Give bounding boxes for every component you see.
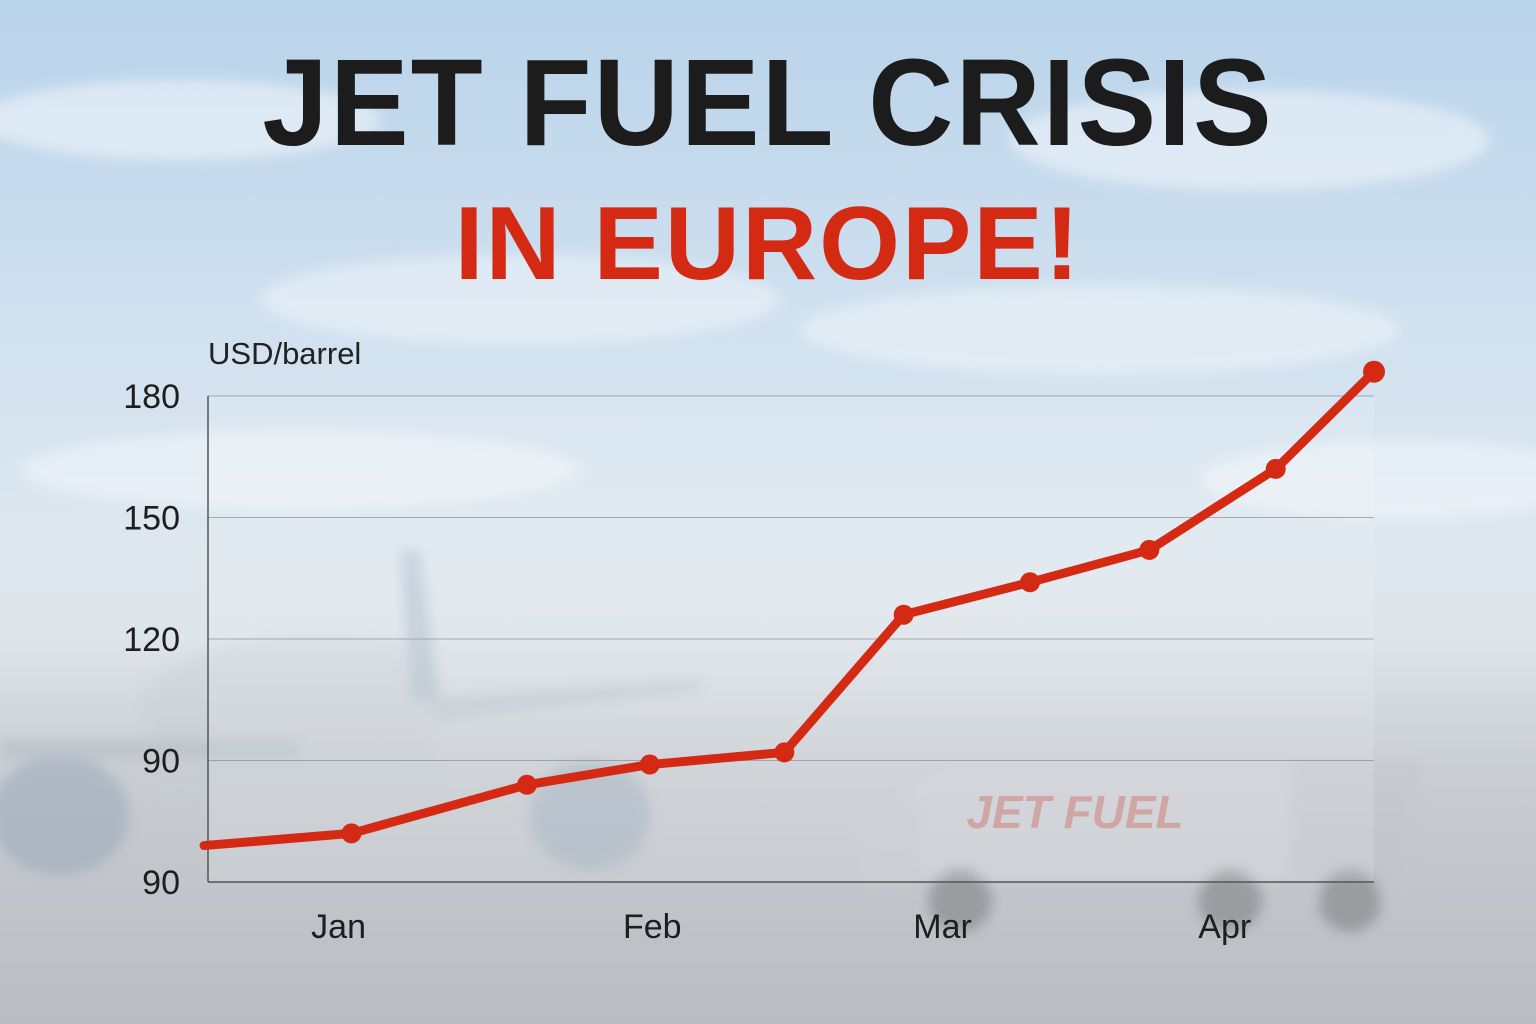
data-point [1020,572,1041,593]
airplane-image [0,550,700,875]
page-subtitle: IN EUROPE! [454,186,1082,302]
data-point [639,754,660,775]
x-tick-label: Mar [913,908,972,946]
truck-lettering: JET FUEL [966,786,1183,838]
series-line-group [199,360,1385,851]
x-tick-labels: Jan Feb Mar Apr [311,908,1251,946]
y-tick-label: 120 [123,621,180,659]
data-point [341,823,362,844]
chart-gridlines [208,395,1374,761]
y-axis-unit-label: USD/barrel [208,336,362,371]
fuel-truck-image [860,760,1420,932]
clouds [0,80,1536,520]
y-tick-label: 90 [142,743,180,781]
data-point [1363,360,1385,383]
y-tick-labels: 180 150 120 90 90 [123,378,180,902]
data-point [1139,539,1160,560]
data-point [774,742,795,763]
x-tick-label: Feb [623,908,682,946]
data-point [893,604,914,625]
y-tick-label: 90 [142,864,180,902]
data-point [1265,458,1286,479]
data-point [516,774,537,795]
x-tick-label: Apr [1198,908,1251,946]
x-tick-label: Jan [311,908,366,946]
page-title: JET FUEL CRISIS [262,33,1274,173]
y-tick-label: 180 [123,378,180,416]
series-line [199,367,1379,851]
y-tick-label: 150 [123,500,180,538]
